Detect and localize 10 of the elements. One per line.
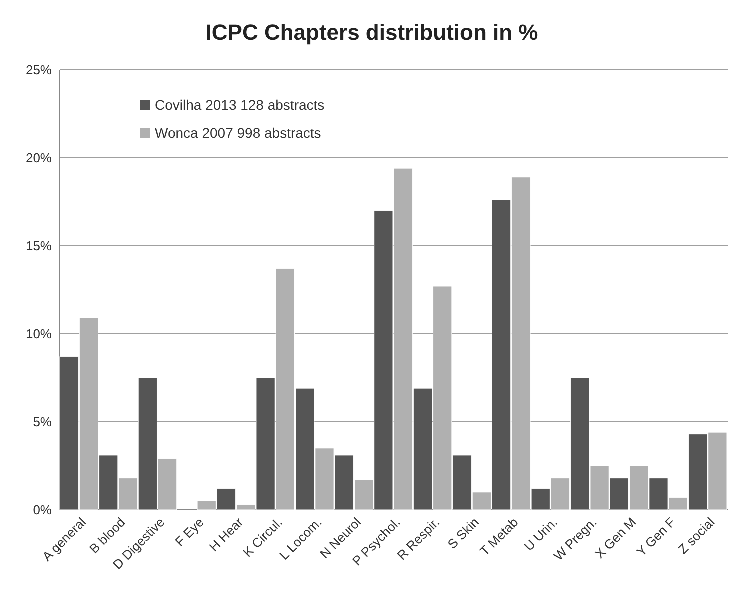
y-tick-label: 0% <box>33 502 52 518</box>
chart-title: ICPC Chapters distribution in % <box>206 20 538 45</box>
legend-label: Wonca 2007 998 abstracts <box>155 124 322 141</box>
y-tick-label: 15% <box>26 238 52 254</box>
y-tick-label: 10% <box>26 326 52 342</box>
y-tick-label: 20% <box>26 150 52 166</box>
y-tick-label: 5% <box>33 414 52 430</box>
x-tick-label: F Eye <box>172 514 207 550</box>
y-tick-label: 25% <box>26 62 52 78</box>
legend-label: Covilha 2013 128 abstracts <box>155 96 325 113</box>
